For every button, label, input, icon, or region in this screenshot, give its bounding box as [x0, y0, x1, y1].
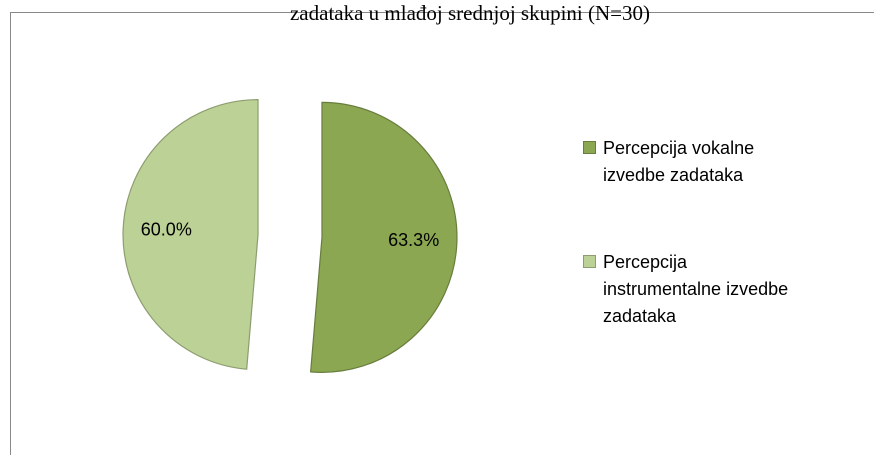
- legend-swatch: [583, 141, 596, 154]
- legend-label: Percepcija vokalne izvedbe zadataka: [603, 138, 755, 185]
- pie-slice: [122, 99, 259, 370]
- legend-label: Percepcija instrumentalne izvedbe zadata…: [603, 252, 789, 326]
- legend-swatch: [583, 255, 596, 268]
- chart-title: zadataka u mlađoj srednjoj skupini (N=30…: [290, 1, 650, 25]
- pie-slice: [309, 101, 458, 373]
- data-label: 60.0%: [141, 220, 192, 240]
- data-label: 63.3%: [388, 230, 439, 250]
